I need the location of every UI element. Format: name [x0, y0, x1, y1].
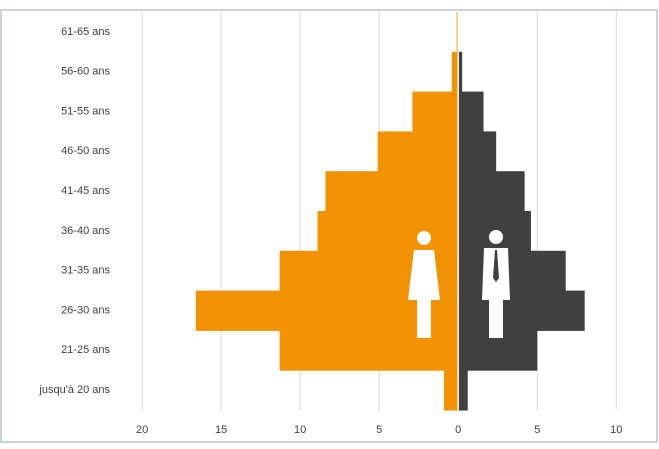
bar — [458, 51, 463, 93]
x-tick-label: 10 — [294, 424, 306, 436]
y-tick-label: 21-25 ans — [61, 344, 110, 356]
labels: 20 15 10 5 0 5 10 61-65 ans 56-60 ans 51-55 ans 46… — [38, 26, 622, 436]
bar — [444, 370, 459, 411]
bar — [377, 131, 459, 172]
y-tick-label: 51-55 ans — [61, 105, 110, 117]
bar — [458, 250, 566, 292]
bar — [458, 290, 585, 331]
y-tick-label: jusqu'à 20 ans — [38, 384, 110, 396]
y-tick-label: 46-50 ans — [61, 145, 110, 157]
bar — [451, 51, 459, 93]
bar — [412, 91, 459, 132]
bar — [456, 12, 459, 53]
chart-border — [0, 9, 658, 443]
bar — [325, 171, 459, 212]
man-icon — [482, 230, 510, 338]
bar — [458, 171, 525, 212]
x-tick-label: 5 — [376, 424, 382, 436]
bar — [458, 91, 484, 132]
y-tick-label: 36-40 ans — [61, 225, 110, 237]
bar — [458, 131, 497, 172]
y-tick-label: 56-60 ans — [61, 66, 110, 78]
bar — [317, 211, 459, 252]
bar — [279, 330, 459, 371]
bar — [458, 370, 468, 411]
x-tick-label: 10 — [610, 424, 622, 436]
x-tick-label: 20 — [136, 424, 148, 436]
x-tick-label: 0 — [455, 424, 461, 436]
bars — [195, 12, 585, 411]
y-tick-label: 41-45 ans — [61, 185, 110, 197]
x-tick-label: 15 — [215, 424, 227, 436]
y-tick-label: 61-65 ans — [61, 26, 110, 38]
x-tick-label: 5 — [534, 424, 540, 436]
woman-icon — [408, 231, 440, 338]
y-tick-label: 26-30 ans — [61, 304, 110, 316]
y-tick-label: 31-35 ans — [61, 265, 110, 277]
